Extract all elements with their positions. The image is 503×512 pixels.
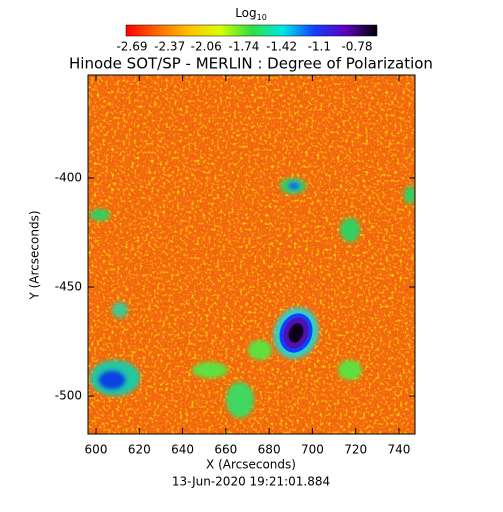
chart-title: Hinode SOT/SP - MERLIN : Degree of Polar… [69,55,433,73]
x-tick-label: 680 [258,443,281,457]
y-tick-label: -500 [55,389,82,403]
y-tick-label: -450 [55,279,82,293]
plot-frame [87,74,416,435]
colorbar-label-sub: 10 [257,13,267,22]
y-tick-label: -400 [55,170,82,184]
image [88,75,415,434]
x-tick-label: 660 [214,443,237,457]
colorbar-label: Log10 [235,6,267,22]
x-tick-label: 720 [344,443,367,457]
colorbar-tick-label: -2.69 [116,40,147,54]
annotation: 13-Jun-2020 19:21:01.884 [172,475,330,489]
x-tick-label: 740 [388,443,411,457]
colorbar-tick-label: -0.78 [341,40,372,54]
colorbar-tick-label: -1.1 [308,40,331,54]
patches [90,178,415,418]
colorbar-label-main: Log [235,6,256,20]
x-tick-label: 640 [171,443,194,457]
x-tick-label: 700 [301,443,324,457]
x-axis-label: X (Arcseconds) [206,458,296,472]
x-tick-label: 600 [85,443,108,457]
colorbar-tick-label: -1.74 [228,40,259,54]
x-tick-label: 620 [128,443,151,457]
y-axis-label: Y (Arcseconds) [28,210,42,300]
colorbar-tick-label: -2.06 [191,40,222,54]
colorbar-tick-label: -1.42 [266,40,297,54]
colorbar-tick-label: -2.37 [154,40,185,54]
colorbar [125,24,378,37]
sunspot [273,307,319,359]
